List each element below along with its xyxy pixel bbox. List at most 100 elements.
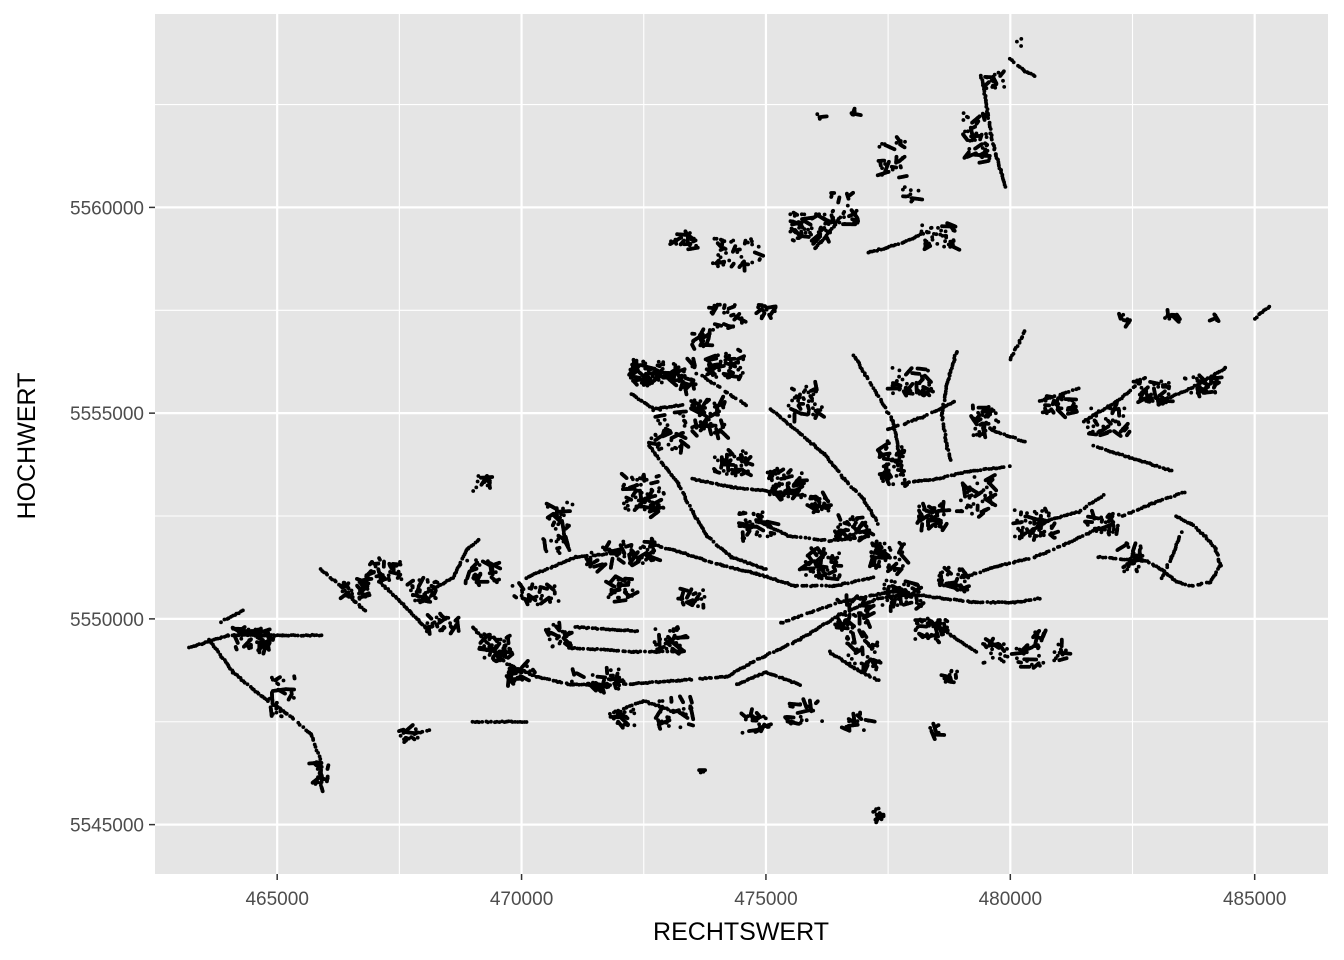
data-point xyxy=(226,633,230,638)
data-point xyxy=(318,774,322,779)
data-point xyxy=(668,643,672,648)
data-point xyxy=(710,481,715,486)
data-point xyxy=(681,414,686,418)
data-point xyxy=(829,539,834,543)
data-point xyxy=(685,356,690,361)
data-point xyxy=(626,580,631,585)
data-point xyxy=(906,420,911,424)
data-point xyxy=(456,615,461,620)
data-point xyxy=(751,563,756,567)
data-point xyxy=(622,501,626,506)
data-point xyxy=(247,638,252,642)
data-point xyxy=(960,599,965,603)
data-point xyxy=(827,584,832,588)
data-point xyxy=(581,646,586,651)
data-point xyxy=(753,674,757,679)
data-point xyxy=(237,633,241,638)
data-point xyxy=(1267,304,1272,309)
data-point xyxy=(345,584,350,588)
data-point xyxy=(1157,465,1162,469)
data-point xyxy=(417,589,422,594)
data-point xyxy=(595,647,599,651)
data-point xyxy=(268,705,273,710)
data-point xyxy=(477,563,482,567)
data-point xyxy=(619,471,624,476)
data-point xyxy=(819,583,824,588)
data-point xyxy=(388,590,393,594)
data-point xyxy=(651,550,655,555)
data-point xyxy=(778,415,783,420)
data-point xyxy=(652,640,657,645)
data-point xyxy=(512,594,517,598)
data-point xyxy=(495,578,500,583)
data-point xyxy=(658,421,662,426)
data-point xyxy=(871,575,876,580)
data-point xyxy=(595,674,600,679)
data-point xyxy=(506,719,511,724)
data-point xyxy=(843,610,847,614)
data-point xyxy=(853,579,858,583)
data-point xyxy=(649,649,654,654)
data-point xyxy=(828,603,833,608)
data-point xyxy=(952,399,956,404)
data-point xyxy=(639,482,643,487)
data-point xyxy=(372,570,376,574)
data-point xyxy=(1103,555,1108,560)
data-point xyxy=(1066,390,1071,394)
data-point xyxy=(1011,60,1016,65)
data-point xyxy=(798,683,802,687)
data-point xyxy=(357,597,362,601)
data-point xyxy=(396,569,401,574)
data-point xyxy=(623,587,627,592)
data-point xyxy=(814,583,819,588)
data-point xyxy=(604,665,609,670)
data-point xyxy=(800,433,804,437)
data-point xyxy=(883,405,888,410)
data-point xyxy=(934,232,939,237)
data-point xyxy=(378,557,382,562)
data-point xyxy=(681,379,685,384)
data-point xyxy=(634,358,639,363)
data-point xyxy=(421,575,426,580)
data-point xyxy=(715,562,720,566)
data-point xyxy=(657,474,661,478)
data-point xyxy=(876,806,881,811)
data-point xyxy=(992,147,997,152)
data-point xyxy=(993,600,997,605)
data-point xyxy=(387,561,392,566)
data-point xyxy=(318,770,322,775)
data-point xyxy=(637,557,642,562)
data-point xyxy=(274,706,279,711)
data-point xyxy=(1122,513,1127,518)
data-point xyxy=(526,593,531,597)
data-point xyxy=(676,596,681,601)
data-point xyxy=(635,629,640,633)
data-point xyxy=(347,595,351,599)
data-point xyxy=(842,581,847,586)
data-point xyxy=(946,448,951,452)
data-point xyxy=(326,763,331,768)
data-point xyxy=(647,499,652,503)
data-point xyxy=(621,550,626,555)
data-point xyxy=(319,633,324,638)
data-point xyxy=(1131,509,1136,514)
data-point xyxy=(570,667,575,672)
data-point xyxy=(615,671,620,676)
data-point xyxy=(413,598,417,603)
data-point xyxy=(526,659,530,663)
data-point xyxy=(286,633,291,638)
data-point xyxy=(502,639,507,643)
data-point xyxy=(616,595,620,600)
data-point xyxy=(411,578,415,583)
data-point xyxy=(623,576,627,581)
data-point xyxy=(854,489,858,493)
data-point xyxy=(510,584,515,588)
data-point xyxy=(458,560,463,565)
data-point xyxy=(552,584,557,589)
data-point xyxy=(363,608,368,613)
data-point xyxy=(660,649,665,654)
data-point xyxy=(353,600,358,605)
data-point xyxy=(549,630,554,635)
data-point xyxy=(616,577,621,582)
data-point xyxy=(1007,561,1012,566)
